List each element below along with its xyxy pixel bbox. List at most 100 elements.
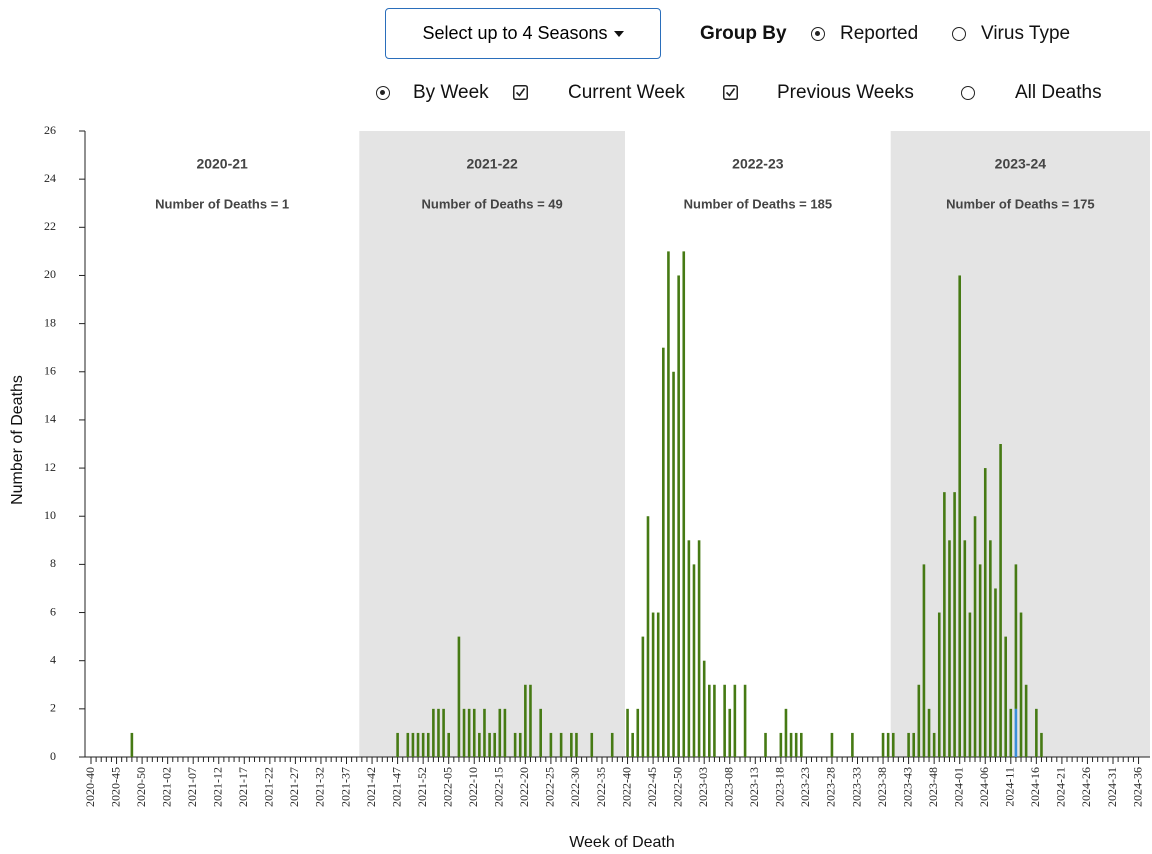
bar xyxy=(989,540,992,757)
bar xyxy=(687,540,691,757)
y-tick-label: 4 xyxy=(50,652,56,666)
checkbox[interactable] xyxy=(723,85,738,100)
x-tick-label: 2024-16 xyxy=(1028,767,1042,807)
x-tick-label: 2023-38 xyxy=(875,767,889,807)
x-tick-label: 2021-27 xyxy=(287,767,301,807)
bar xyxy=(483,708,486,757)
x-tick-label: 2020-40 xyxy=(83,767,97,807)
bar xyxy=(493,732,496,757)
bar xyxy=(851,732,854,757)
bar xyxy=(529,684,532,757)
bar xyxy=(917,684,921,757)
bar xyxy=(948,540,951,757)
bar xyxy=(524,684,527,757)
bar xyxy=(631,732,634,757)
group-by-label: Group By xyxy=(700,23,787,44)
bar xyxy=(958,275,961,757)
season-deaths: Number of Deaths = 185 xyxy=(684,196,832,211)
bar xyxy=(927,708,931,757)
x-tick-label: 2023-18 xyxy=(773,767,787,807)
x-tick-label: 2022-30 xyxy=(568,767,582,807)
bar xyxy=(799,732,803,757)
bar xyxy=(626,708,629,757)
x-tick-label: 2024-11 xyxy=(1003,767,1017,807)
bar xyxy=(513,732,517,757)
y-tick-label: 14 xyxy=(44,412,56,426)
bar xyxy=(728,708,732,757)
radio-label: By Week xyxy=(413,82,489,103)
bar xyxy=(488,732,491,757)
bar xyxy=(539,708,542,757)
bar xyxy=(702,660,706,757)
bar xyxy=(651,612,655,757)
bar xyxy=(478,732,481,757)
bar xyxy=(641,636,645,757)
bar xyxy=(559,732,563,757)
bar xyxy=(983,468,987,757)
x-tick-label: 2021-22 xyxy=(262,767,276,807)
bar xyxy=(1009,708,1013,757)
y-tick-label: 16 xyxy=(44,364,56,378)
radio[interactable] xyxy=(952,27,966,41)
bar xyxy=(437,708,440,757)
season-deaths: Number of Deaths = 175 xyxy=(946,196,1094,211)
y-tick-label: 20 xyxy=(44,267,56,281)
bar xyxy=(590,732,594,757)
checkbox[interactable] xyxy=(513,85,528,100)
x-tick-label: 2023-43 xyxy=(900,767,914,807)
bar xyxy=(518,732,522,757)
y-tick-label: 8 xyxy=(50,556,56,570)
y-tick-label: 6 xyxy=(50,604,56,618)
bar xyxy=(764,732,767,757)
x-tick-label: 2023-08 xyxy=(722,767,736,807)
bar xyxy=(656,612,660,757)
bar xyxy=(891,732,895,757)
x-tick-label: 2024-06 xyxy=(977,767,991,807)
season-dropdown[interactable]: Select up to 4 Seasons xyxy=(385,8,661,59)
bar xyxy=(713,684,716,757)
season-title: 2020-21 xyxy=(196,156,248,172)
x-tick-label: 2024-21 xyxy=(1054,767,1068,807)
bar xyxy=(570,732,573,757)
bar xyxy=(667,251,670,757)
bar xyxy=(733,684,737,757)
y-tick-label: 0 xyxy=(50,749,56,763)
radio[interactable] xyxy=(961,86,975,100)
bar xyxy=(503,708,507,757)
radio[interactable] xyxy=(811,27,825,41)
x-tick-label: 2022-25 xyxy=(543,767,557,807)
x-tick-label: 2020-45 xyxy=(108,767,122,807)
bar xyxy=(610,732,614,757)
bar xyxy=(442,708,445,757)
bar xyxy=(1019,612,1023,757)
bar xyxy=(784,708,788,757)
bar xyxy=(472,708,476,757)
bar xyxy=(575,732,578,757)
season-title: 2023-24 xyxy=(995,156,1047,172)
x-axis-title: Week of Death xyxy=(569,834,675,851)
bar xyxy=(999,444,1002,757)
bar xyxy=(646,516,650,757)
season-deaths: Number of Deaths = 1 xyxy=(155,196,289,211)
bar xyxy=(1004,636,1007,757)
bar xyxy=(922,564,926,757)
bar xyxy=(723,684,726,757)
y-tick-label: 26 xyxy=(44,123,56,137)
bar xyxy=(406,732,410,757)
bar xyxy=(1014,708,1018,757)
x-tick-label: 2024-36 xyxy=(1130,767,1144,807)
dropdown-label: Select up to 4 Seasons xyxy=(422,23,608,43)
radio-label: Virus Type xyxy=(981,23,1071,44)
bar xyxy=(697,540,701,757)
bar xyxy=(447,732,450,757)
y-tick-label: 10 xyxy=(44,508,56,522)
x-tick-label: 2022-20 xyxy=(517,767,531,807)
x-tick-label: 2022-15 xyxy=(492,767,506,807)
bar xyxy=(549,732,553,757)
radio[interactable] xyxy=(376,86,390,100)
radio-label: All Deaths xyxy=(1015,82,1102,103)
x-tick-label: 2023-48 xyxy=(926,767,940,807)
bar xyxy=(396,732,399,757)
bar xyxy=(498,708,502,757)
x-tick-label: 2023-23 xyxy=(798,767,812,807)
